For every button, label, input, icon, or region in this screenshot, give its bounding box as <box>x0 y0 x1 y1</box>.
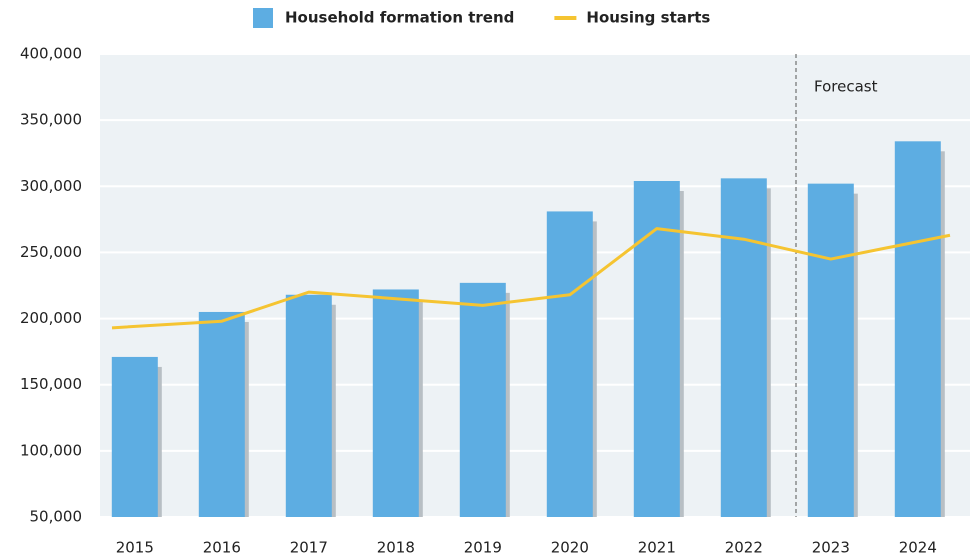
y-tick-label: 300,000 <box>20 177 82 195</box>
x-tick-label: 2019 <box>464 539 502 557</box>
x-tick-label: 2017 <box>290 539 328 557</box>
bar <box>285 294 332 517</box>
x-tick-label: 2021 <box>638 539 676 557</box>
annotation: Forecast <box>814 78 878 96</box>
x-tick-label: 2018 <box>377 539 415 557</box>
legend-swatch <box>253 8 273 28</box>
y-tick-label: 250,000 <box>20 243 82 261</box>
bar <box>720 178 767 517</box>
y-tick-label: 200,000 <box>20 309 82 327</box>
x-tick-label: 2024 <box>899 539 937 557</box>
bar <box>459 282 506 517</box>
y-tick-label: 350,000 <box>20 111 82 129</box>
bar <box>111 356 158 517</box>
x-tick-label: 2020 <box>551 539 589 557</box>
y-tick-label: 150,000 <box>20 375 82 393</box>
legend-label: Household formation trend <box>285 9 514 27</box>
bar <box>807 183 854 517</box>
line <box>111 227 951 330</box>
y-tick-label: 50,000 <box>30 508 83 526</box>
y-tick-label: 100,000 <box>20 441 82 459</box>
bar <box>546 211 593 518</box>
bar <box>372 289 419 517</box>
bar <box>633 180 680 517</box>
x-tick-label: 2023 <box>812 539 850 557</box>
x-tick-label: 2015 <box>116 539 154 557</box>
legend-label: Housing starts <box>586 9 710 27</box>
x-tick-label: 2016 <box>203 539 241 557</box>
x-tick-label: 2022 <box>725 539 763 557</box>
bar <box>894 141 941 517</box>
bar <box>198 311 245 517</box>
y-tick-label: 400,000 <box>20 45 82 63</box>
